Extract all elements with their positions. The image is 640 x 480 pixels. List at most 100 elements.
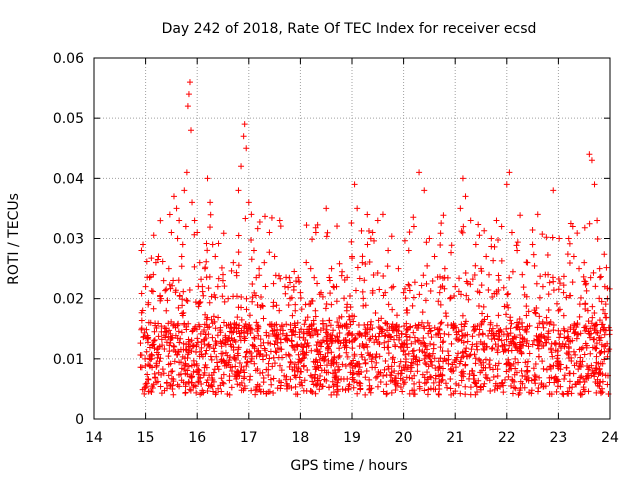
data-point	[185, 336, 192, 343]
data-point	[358, 227, 365, 234]
data-point	[339, 386, 346, 393]
data-point	[436, 379, 443, 386]
data-point	[296, 278, 303, 285]
data-point	[597, 327, 604, 334]
data-point	[364, 211, 371, 218]
data-point	[414, 358, 421, 365]
data-point	[221, 360, 228, 367]
data-point	[401, 285, 408, 292]
data-point	[585, 388, 592, 395]
data-point	[502, 376, 509, 383]
data-point	[258, 293, 265, 300]
data-point	[351, 378, 358, 385]
data-points	[137, 79, 613, 398]
data-point	[578, 373, 585, 380]
data-point	[303, 349, 310, 356]
data-point	[272, 272, 279, 279]
data-point	[548, 391, 555, 398]
data-point	[429, 362, 436, 369]
data-point	[389, 321, 396, 328]
data-point	[366, 376, 373, 383]
data-point	[360, 302, 367, 309]
data-point	[565, 235, 572, 242]
data-point	[585, 318, 592, 325]
data-point	[421, 380, 428, 387]
data-point	[558, 345, 565, 352]
data-point	[218, 264, 225, 271]
data-point	[186, 386, 193, 393]
data-point	[197, 374, 204, 381]
data-point	[170, 376, 177, 383]
data-point	[276, 307, 283, 314]
data-point	[490, 257, 497, 264]
data-point	[515, 359, 522, 366]
data-point	[469, 368, 476, 375]
data-point	[486, 271, 493, 278]
data-point	[375, 369, 382, 376]
data-point	[308, 321, 315, 328]
data-point	[364, 350, 371, 357]
data-point	[192, 299, 199, 306]
data-point	[314, 375, 321, 382]
data-point	[303, 222, 310, 229]
data-point	[509, 268, 516, 275]
data-point	[401, 341, 408, 348]
data-point	[298, 326, 305, 333]
data-point	[182, 390, 189, 397]
data-point	[189, 199, 196, 206]
data-point	[603, 314, 610, 321]
data-point	[492, 362, 499, 369]
data-point	[328, 265, 335, 272]
data-point	[238, 163, 245, 170]
data-point	[302, 301, 309, 308]
x-tick-label: 24	[601, 430, 619, 446]
data-point	[373, 351, 380, 358]
data-point	[323, 205, 330, 212]
data-point	[427, 340, 434, 347]
data-point	[352, 336, 359, 343]
data-point	[403, 320, 410, 327]
y-tick-label: 0.05	[53, 111, 84, 127]
data-point	[283, 380, 290, 387]
data-point	[287, 322, 294, 329]
data-point	[260, 315, 267, 322]
data-point	[517, 332, 524, 339]
data-point	[145, 301, 152, 308]
data-point	[277, 223, 284, 230]
data-point	[458, 291, 465, 298]
data-point	[448, 391, 455, 398]
data-point	[399, 388, 406, 395]
data-point	[362, 333, 369, 340]
data-point	[566, 240, 573, 247]
data-point	[346, 316, 353, 323]
data-point	[582, 323, 589, 330]
data-point	[498, 337, 505, 344]
data-point	[356, 275, 363, 282]
data-point	[319, 293, 326, 300]
data-point	[238, 294, 245, 301]
data-point	[303, 388, 310, 395]
y-axis-label: ROTI / TECUs	[6, 193, 22, 285]
data-point	[144, 371, 151, 378]
data-point	[456, 275, 463, 282]
data-point	[203, 240, 210, 247]
data-point	[428, 358, 435, 365]
data-point	[463, 278, 470, 285]
data-point	[456, 360, 463, 367]
data-point	[141, 390, 148, 397]
data-point	[154, 256, 161, 263]
data-point	[307, 265, 314, 272]
data-point	[308, 297, 315, 304]
data-point	[447, 294, 454, 301]
data-point	[554, 355, 561, 362]
data-point	[592, 364, 599, 371]
data-point	[533, 332, 540, 339]
data-point	[350, 357, 357, 364]
data-point	[271, 341, 278, 348]
data-point	[309, 236, 316, 243]
data-point	[436, 386, 443, 392]
data-point	[391, 367, 398, 374]
data-point	[586, 364, 593, 371]
data-point	[359, 288, 366, 295]
